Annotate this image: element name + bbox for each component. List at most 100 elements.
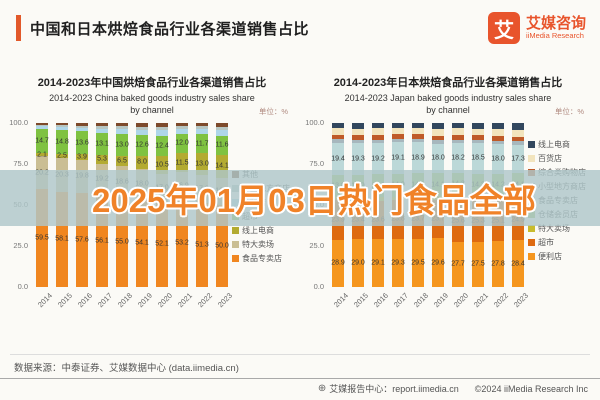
value-label: 2.1 [37, 151, 47, 159]
copyright-text: ©2024 iiMedia Research Inc [474, 383, 588, 394]
bar-segment [56, 125, 68, 127]
y-tick-label: 0.0 [17, 282, 28, 291]
bar-segment [512, 122, 524, 130]
x-tick-label: 2014 [332, 291, 351, 310]
value-label: 54.1 [135, 239, 149, 247]
bar-segment: 11.6 [215, 135, 229, 155]
bar-segment [452, 134, 464, 140]
bar-segment [76, 123, 88, 126]
x-tick-label: 2021 [176, 291, 195, 310]
legend-label: 线上电商 [538, 140, 570, 149]
bar-segment [352, 140, 364, 144]
bar-segment [216, 126, 228, 130]
bar-segment [412, 123, 424, 128]
bar-segment [136, 126, 148, 130]
bar-segment [216, 123, 228, 127]
bar-segment: 18.0 [491, 144, 505, 174]
x-axis: 2014 2015 2016 2017 2018 2019 2020 2021 2022 2023 [328, 287, 530, 315]
value-label: 28.4 [511, 260, 525, 268]
bar-segment [472, 128, 484, 136]
bar-segment: 6.5 [116, 155, 128, 167]
bar-segment: 13.0 [115, 134, 129, 156]
bar-segment [412, 127, 424, 135]
chart-title-cn: 2014-2023年中国烘焙食品行业各渠道销售占比 [37, 77, 267, 89]
bar-segment [136, 129, 148, 135]
legend-swatch [528, 253, 535, 260]
value-label: 53.2 [175, 239, 189, 247]
bar-segment: 2.1 [36, 151, 48, 159]
legend-label: 特大卖场 [242, 240, 274, 249]
bar-segment [512, 129, 524, 137]
bar-segment [176, 123, 188, 127]
bar-segment [96, 128, 108, 134]
value-label: 28.9 [331, 259, 345, 267]
legend-swatch [528, 155, 535, 162]
value-label: 13.1 [95, 140, 109, 148]
logo-icon: 艾 [487, 12, 520, 44]
bar-segment [412, 134, 424, 140]
bar-segment: 11.5 [175, 153, 189, 173]
bar-segment [216, 129, 228, 136]
value-label: 29.5 [411, 259, 425, 267]
bar-segment: 5.3 [96, 154, 108, 164]
x-tick-label: 2018 [412, 291, 431, 310]
bar-segment: 18.5 [471, 143, 485, 174]
value-label: 18.2 [451, 154, 465, 162]
bar-segment [492, 122, 504, 130]
bar-segment: 17.3 [511, 144, 525, 174]
bar-segment [56, 126, 68, 131]
bar-segment: 27.7 [451, 241, 465, 287]
bar-segment [156, 123, 168, 127]
legend-swatch [528, 141, 535, 148]
legend-item: 便利店 [528, 251, 594, 262]
brand-logo: 艾 艾媒咨询 iiMedia Research [487, 12, 586, 44]
bar-segment [472, 122, 484, 129]
report-center-text: 艾媒报告中心：report.iimedia.cn [329, 384, 459, 394]
bar-segment [332, 128, 344, 135]
value-label: 29.6 [431, 259, 445, 267]
value-label: 19.2 [371, 155, 385, 163]
legend-label: 食品专卖店 [242, 254, 282, 263]
value-label: 56.1 [95, 237, 109, 245]
value-label: 14.1 [215, 162, 229, 170]
bar-segment: 10.5 [155, 156, 169, 174]
y-tick-label: 25.0 [309, 241, 324, 250]
bar-segment [332, 139, 344, 143]
bar-segment [332, 134, 344, 140]
bar-segment: 19.3 [351, 143, 365, 176]
bar-segment [512, 141, 524, 145]
value-label: 17.3 [511, 155, 525, 163]
bar-segment: 29.1 [371, 239, 385, 287]
value-label: 50.0 [215, 242, 229, 250]
bar-segment: 8.0 [136, 155, 148, 169]
chart-subtitle-en-line2: by channel [130, 105, 174, 115]
value-label: 11.5 [175, 159, 189, 167]
bar-segment [392, 123, 404, 128]
bar-segment [36, 126, 48, 129]
value-label: 19.1 [391, 154, 405, 162]
bar-segment [432, 123, 444, 129]
value-label: 29.1 [371, 259, 385, 267]
footer-bottom-bar: ⊕ 艾媒报告中心：report.iimedia.cn ©2024 iiMedia… [0, 378, 600, 400]
legend-swatch [232, 241, 239, 248]
y-tick-label: 25.0 [13, 241, 28, 250]
legend-swatch [232, 255, 239, 262]
bar-segment [352, 135, 364, 141]
legend-label: 超市 [538, 238, 554, 247]
bar-segment [36, 123, 48, 125]
bar-segment [472, 135, 484, 140]
bar-segment: 18.2 [451, 142, 465, 173]
bar-segment: 14.8 [55, 130, 69, 155]
chart-subtitle-en: 2014-2023 Japan baked goods industry sal… [344, 93, 552, 103]
bar-segment [76, 127, 88, 132]
unit-label: 单位：% [554, 107, 584, 116]
bar-segment [392, 127, 404, 135]
bar-segment: 3.9 [76, 153, 88, 160]
bar-segment: 29.5 [411, 238, 425, 287]
bar-segment: 12.4 [155, 136, 169, 157]
globe-icon: ⊕ [317, 383, 327, 394]
logo-text: 艾媒咨询 iiMedia Research [526, 16, 586, 40]
bar-segment [196, 123, 208, 127]
legend-item: 线上电商 [232, 225, 298, 236]
